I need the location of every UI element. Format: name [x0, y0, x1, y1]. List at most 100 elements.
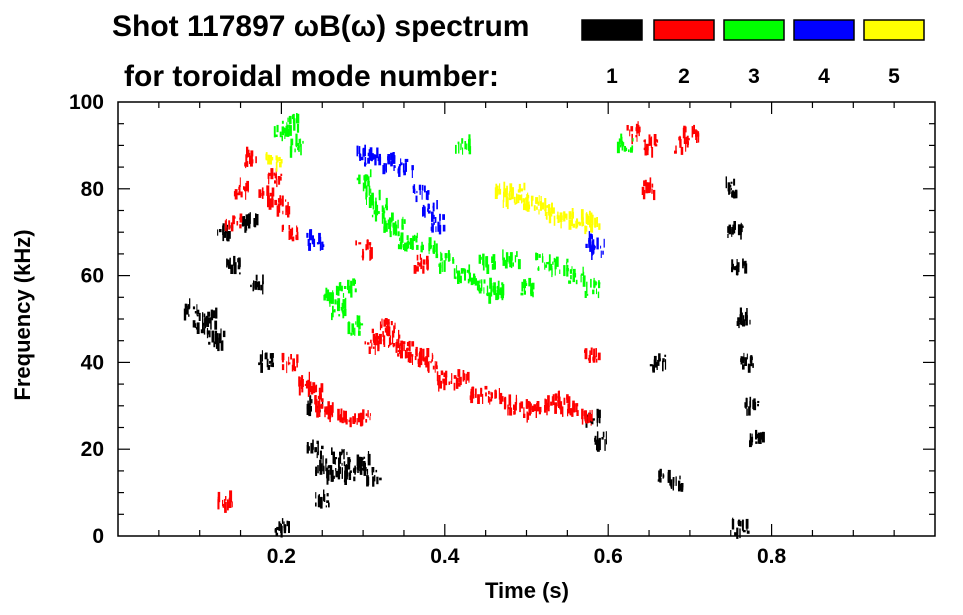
x-tick-label: 0.8 [757, 545, 787, 568]
axes: 0.2 0.4 0.6 0.8 0 20 40 60 80 100 [69, 91, 936, 568]
legend-swatch-mode-5 [863, 19, 925, 41]
data-point-mode-3 [568, 266, 586, 287]
data-point-mode-5 [265, 152, 283, 172]
plot-data-layer [183, 113, 765, 539]
data-point-mode-1 [331, 447, 348, 468]
data-point-mode-2 [224, 213, 243, 232]
series-mode-4 [306, 144, 605, 260]
legend-label-mode-3: 3 [748, 65, 760, 88]
plot-frame [117, 101, 936, 537]
data-point-mode-2 [503, 394, 518, 416]
data-point-mode-1 [740, 352, 754, 373]
data-point-mode-1 [749, 429, 765, 448]
data-point-mode-2 [674, 135, 690, 155]
data-point-mode-4 [382, 152, 396, 175]
data-point-mode-3 [486, 277, 505, 300]
data-point-mode-2 [258, 185, 275, 210]
data-point-mode-1 [731, 258, 748, 276]
data-point-mode-1 [594, 431, 607, 452]
series-mode-5 [265, 152, 601, 235]
data-point-mode-3 [535, 252, 553, 272]
data-point-mode-4 [364, 147, 382, 167]
data-point-mode-2 [641, 177, 656, 201]
data-point-mode-1 [731, 517, 750, 539]
data-point-mode-1 [725, 176, 738, 199]
y-tick-label: 0 [92, 525, 104, 548]
series-mode-3 [273, 113, 634, 336]
legend-label-mode-4: 4 [818, 65, 830, 88]
data-point-mode-2 [584, 347, 601, 363]
data-point-mode-4 [412, 184, 430, 203]
data-point-mode-1 [744, 396, 760, 416]
data-point-mode-2 [217, 490, 233, 513]
data-point-mode-5 [494, 181, 513, 199]
data-point-mode-1 [202, 307, 218, 330]
data-point-mode-3 [551, 256, 569, 278]
data-point-mode-2 [274, 195, 291, 218]
data-point-mode-1 [274, 518, 290, 538]
y-axis-label: Frequency (kHz) [10, 229, 35, 400]
data-point-mode-2 [487, 388, 504, 405]
y-tick-label: 20 [81, 438, 104, 461]
data-point-mode-2 [355, 239, 373, 261]
data-point-mode-4 [397, 158, 414, 178]
data-point-mode-3 [347, 315, 364, 336]
data-point-mode-3 [438, 250, 455, 274]
data-point-mode-1 [341, 464, 356, 485]
data-point-mode-1 [736, 307, 751, 329]
data-point-mode-4 [588, 237, 605, 260]
data-point-mode-2 [267, 168, 283, 188]
data-point-mode-2 [379, 318, 396, 338]
data-point-mode-1 [649, 353, 667, 373]
data-point-mode-2 [469, 385, 488, 404]
data-point-mode-4 [306, 229, 325, 251]
data-point-mode-3 [331, 297, 347, 321]
data-point-mode-3 [371, 197, 388, 222]
data-point-mode-3 [470, 273, 486, 294]
data-point-mode-3 [453, 264, 471, 284]
data-point-mode-1 [208, 328, 226, 352]
data-point-mode-2 [413, 254, 429, 274]
data-point-mode-2 [519, 399, 537, 423]
data-point-mode-1 [241, 212, 259, 233]
data-point-mode-2 [436, 370, 453, 392]
data-point-mode-3 [356, 169, 372, 192]
data-point-mode-2 [551, 390, 569, 414]
data-point-mode-1 [363, 467, 382, 487]
data-point-mode-2 [643, 134, 659, 158]
data-point-mode-1 [667, 475, 684, 492]
data-point-mode-5 [544, 202, 560, 226]
data-point-mode-3 [404, 232, 419, 252]
data-point-mode-3 [420, 237, 439, 259]
data-point-mode-2 [453, 369, 470, 391]
legend-label-mode-5: 5 [888, 65, 900, 88]
data-point-mode-2 [233, 177, 249, 200]
data-point-mode-3 [281, 113, 300, 136]
data-point-mode-3 [338, 278, 357, 298]
legend: 1 2 3 4 5 [581, 19, 925, 88]
data-point-mode-2 [682, 124, 700, 143]
data-point-mode-3 [289, 133, 304, 158]
data-point-mode-1 [306, 439, 324, 460]
data-point-mode-3 [502, 249, 521, 270]
data-point-mode-3 [584, 277, 601, 299]
data-point-mode-3 [520, 277, 535, 298]
data-point-mode-3 [273, 124, 291, 142]
data-point-mode-2 [356, 409, 371, 427]
data-point-mode-1 [250, 274, 264, 295]
x-tick-label: 0.6 [594, 545, 623, 568]
data-point-mode-2 [371, 324, 389, 347]
data-point-mode-2 [281, 352, 299, 374]
legend-swatch-mode-1 [581, 19, 643, 41]
legend-swatch-mode-4 [793, 19, 855, 41]
data-point-mode-1 [727, 221, 744, 240]
y-tick-label: 60 [81, 265, 104, 288]
chart-title: Shot 117897 ωB(ω) spectrum [112, 10, 529, 43]
legend-label-mode-1: 1 [606, 65, 618, 88]
y-tick-label: 100 [69, 91, 104, 114]
data-point-mode-3 [455, 134, 472, 155]
data-point-mode-1 [226, 255, 241, 275]
data-point-mode-4 [430, 213, 446, 235]
data-point-mode-3 [616, 133, 634, 154]
